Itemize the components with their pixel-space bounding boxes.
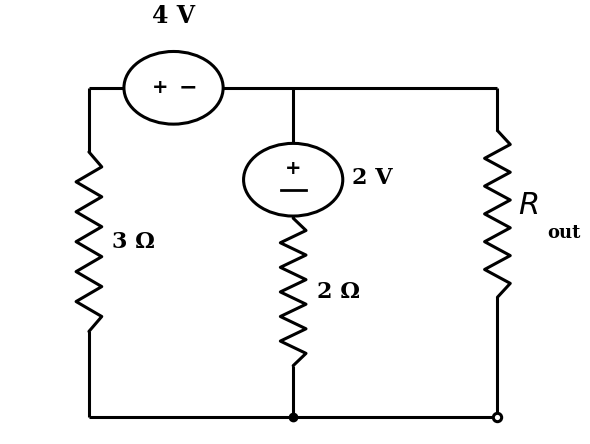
Text: 4 V: 4 V bbox=[152, 4, 195, 28]
Circle shape bbox=[124, 52, 223, 124]
Text: +: + bbox=[152, 78, 168, 97]
Text: −: − bbox=[179, 78, 198, 98]
Text: +: + bbox=[285, 159, 301, 178]
Text: 3 Ω: 3 Ω bbox=[112, 231, 155, 253]
Text: $R$: $R$ bbox=[518, 190, 538, 221]
Text: 2 Ω: 2 Ω bbox=[316, 281, 359, 303]
Circle shape bbox=[244, 143, 343, 216]
Text: out: out bbox=[547, 224, 581, 242]
Text: 2 V: 2 V bbox=[352, 166, 392, 189]
